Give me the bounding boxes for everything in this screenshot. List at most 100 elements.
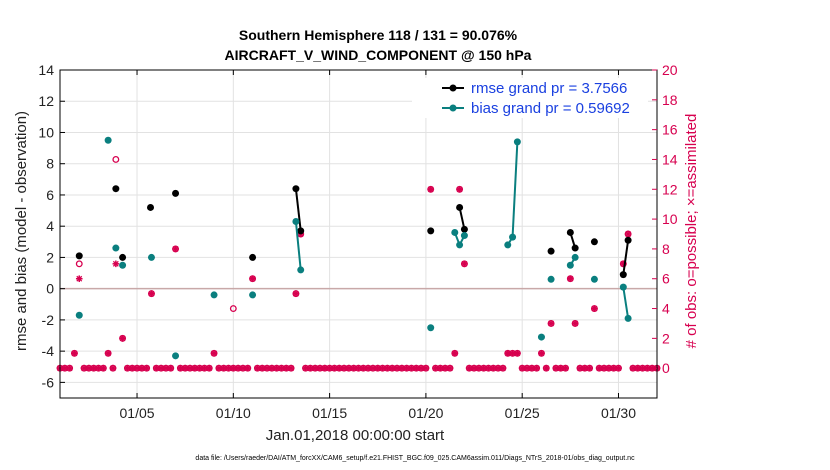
y-tick-label: 4 <box>46 218 54 234</box>
obs-assimilated-stroke <box>100 365 107 372</box>
obs-assimilated-marker <box>499 364 507 372</box>
obs-assimilated-marker <box>292 290 300 297</box>
bias-point <box>513 138 521 146</box>
obs-assimilated-marker <box>412 364 420 372</box>
obs-assimilated-stroke <box>365 365 372 372</box>
obs-assimilated-stroke <box>66 365 73 372</box>
obs-assimilated-marker <box>350 364 357 372</box>
y-tick-label: 0 <box>46 281 54 297</box>
y2-tick-label: 8 <box>662 241 670 257</box>
bias-point <box>427 324 435 332</box>
obs-assimilated-marker <box>112 260 120 268</box>
obs-assimilated-stroke <box>71 350 78 357</box>
obs-assimilated-marker <box>581 364 589 372</box>
rmse-line <box>294 188 302 231</box>
obs-assimilated-stroke <box>90 365 97 372</box>
obs-assimilated-stroke <box>148 290 155 297</box>
bias-line <box>506 141 519 246</box>
obs-assimilated-stroke <box>273 365 280 372</box>
obs-assimilated-stroke <box>143 365 150 372</box>
x-tick-label: 01/05 <box>120 405 155 421</box>
obs-assimilated-stroke <box>644 365 651 372</box>
obs-assimilated-stroke <box>615 365 622 372</box>
obs-assimilated-stroke <box>427 186 434 193</box>
rmse-point <box>571 244 579 252</box>
obs-assimilated-marker <box>576 364 584 372</box>
obs-assimilated-marker <box>278 364 285 372</box>
obs-assimilated-marker <box>71 349 78 357</box>
y-tick-label: -4 <box>42 343 55 359</box>
y-tick-label: 10 <box>38 124 54 140</box>
obs-assimilated-stroke <box>398 365 405 372</box>
obs-assimilated-stroke <box>249 275 256 282</box>
obs-assimilated-stroke <box>138 365 145 372</box>
y2-tick-label: 14 <box>662 151 678 167</box>
obs-assimilated-stroke <box>119 335 126 342</box>
obs-assimilated-stroke <box>341 365 347 372</box>
y2-tick-label: 20 <box>662 62 678 78</box>
y2-tick-label: 18 <box>662 92 678 108</box>
obs-assimilated-stroke <box>577 365 583 372</box>
y2-tick-label: 6 <box>662 271 670 287</box>
bias-point <box>119 261 127 269</box>
bias-point <box>509 233 517 241</box>
y-tick-label: 8 <box>46 156 54 172</box>
bias-line <box>622 286 630 319</box>
y-tick-label: -2 <box>42 312 55 328</box>
y2-axis-label: # of obs: o=possible; ×=assimilated <box>683 114 700 349</box>
obs-assimilated-marker <box>591 305 598 312</box>
obs-assimilated-stroke <box>543 365 550 372</box>
obs-assimilated-marker <box>172 245 179 253</box>
obs-assimilated-stroke <box>567 275 574 282</box>
obs-assimilated-marker <box>518 364 526 372</box>
obs-assimilated-stroke <box>259 365 266 372</box>
obs-assimilated-stroke <box>596 365 603 372</box>
obs-assimilated-stroke <box>538 350 545 357</box>
x-tick-label: 01/25 <box>505 405 540 421</box>
obs-assimilated-stroke <box>360 365 367 372</box>
obs-assimilated-stroke <box>167 365 174 372</box>
obs-assimilated-stroke <box>307 365 314 372</box>
x-tick-label: 01/15 <box>312 405 347 421</box>
obs-assimilated-stroke <box>403 365 410 372</box>
obs-assimilated-stroke <box>201 365 208 372</box>
obs-assimilated-stroke <box>95 365 102 372</box>
y2-tick-label: 0 <box>662 360 670 376</box>
obs-assimilated-marker <box>249 275 256 283</box>
obs-assimilated-marker <box>225 364 232 372</box>
obs-assimilated-stroke <box>451 350 458 357</box>
y2-tick-label: 12 <box>662 181 678 197</box>
plot-frame <box>59 69 658 399</box>
rmse-point <box>590 238 598 246</box>
rmse-point <box>119 253 127 261</box>
obs-assimilated-marker <box>398 364 406 372</box>
y2-tick-label: 16 <box>662 122 678 138</box>
obs-assimilated-stroke <box>326 365 333 372</box>
y2-tick-label: 4 <box>662 301 670 317</box>
rmse-line <box>458 207 466 230</box>
chart-title: Southern Hemisphere 118 / 131 = 90.076% <box>239 27 518 43</box>
obs-assimilated-stroke <box>254 365 261 372</box>
rmse-point <box>249 253 257 261</box>
obs-assimilated-stroke <box>625 231 632 237</box>
obs-assimilated-stroke <box>302 365 309 372</box>
rmse-point <box>147 203 155 211</box>
series-lines <box>75 136 632 360</box>
obs-assimilated-stroke <box>235 365 242 372</box>
obs-assimilated-marker <box>595 364 603 372</box>
bias-point <box>590 275 598 283</box>
obs-assimilated-stroke <box>370 365 376 372</box>
obs-assimilated-stroke <box>220 365 227 372</box>
obs-assimilated-stroke <box>581 365 588 372</box>
legend-bias-label: bias grand pr = 0.59692 <box>471 100 630 117</box>
x-tick-label: 01/30 <box>601 405 636 421</box>
bias-point <box>112 244 120 252</box>
obs-assimilated-marker <box>157 364 165 372</box>
bias-point <box>451 228 459 236</box>
bias-point <box>460 232 468 240</box>
obs-assimilated-stroke <box>206 365 213 372</box>
bias-point <box>456 241 464 249</box>
obs-assimilated-marker <box>514 349 521 357</box>
legend-rmse-label: rmse grand pr = 3.7566 <box>471 80 627 97</box>
obs-assimilated-stroke <box>172 245 179 252</box>
